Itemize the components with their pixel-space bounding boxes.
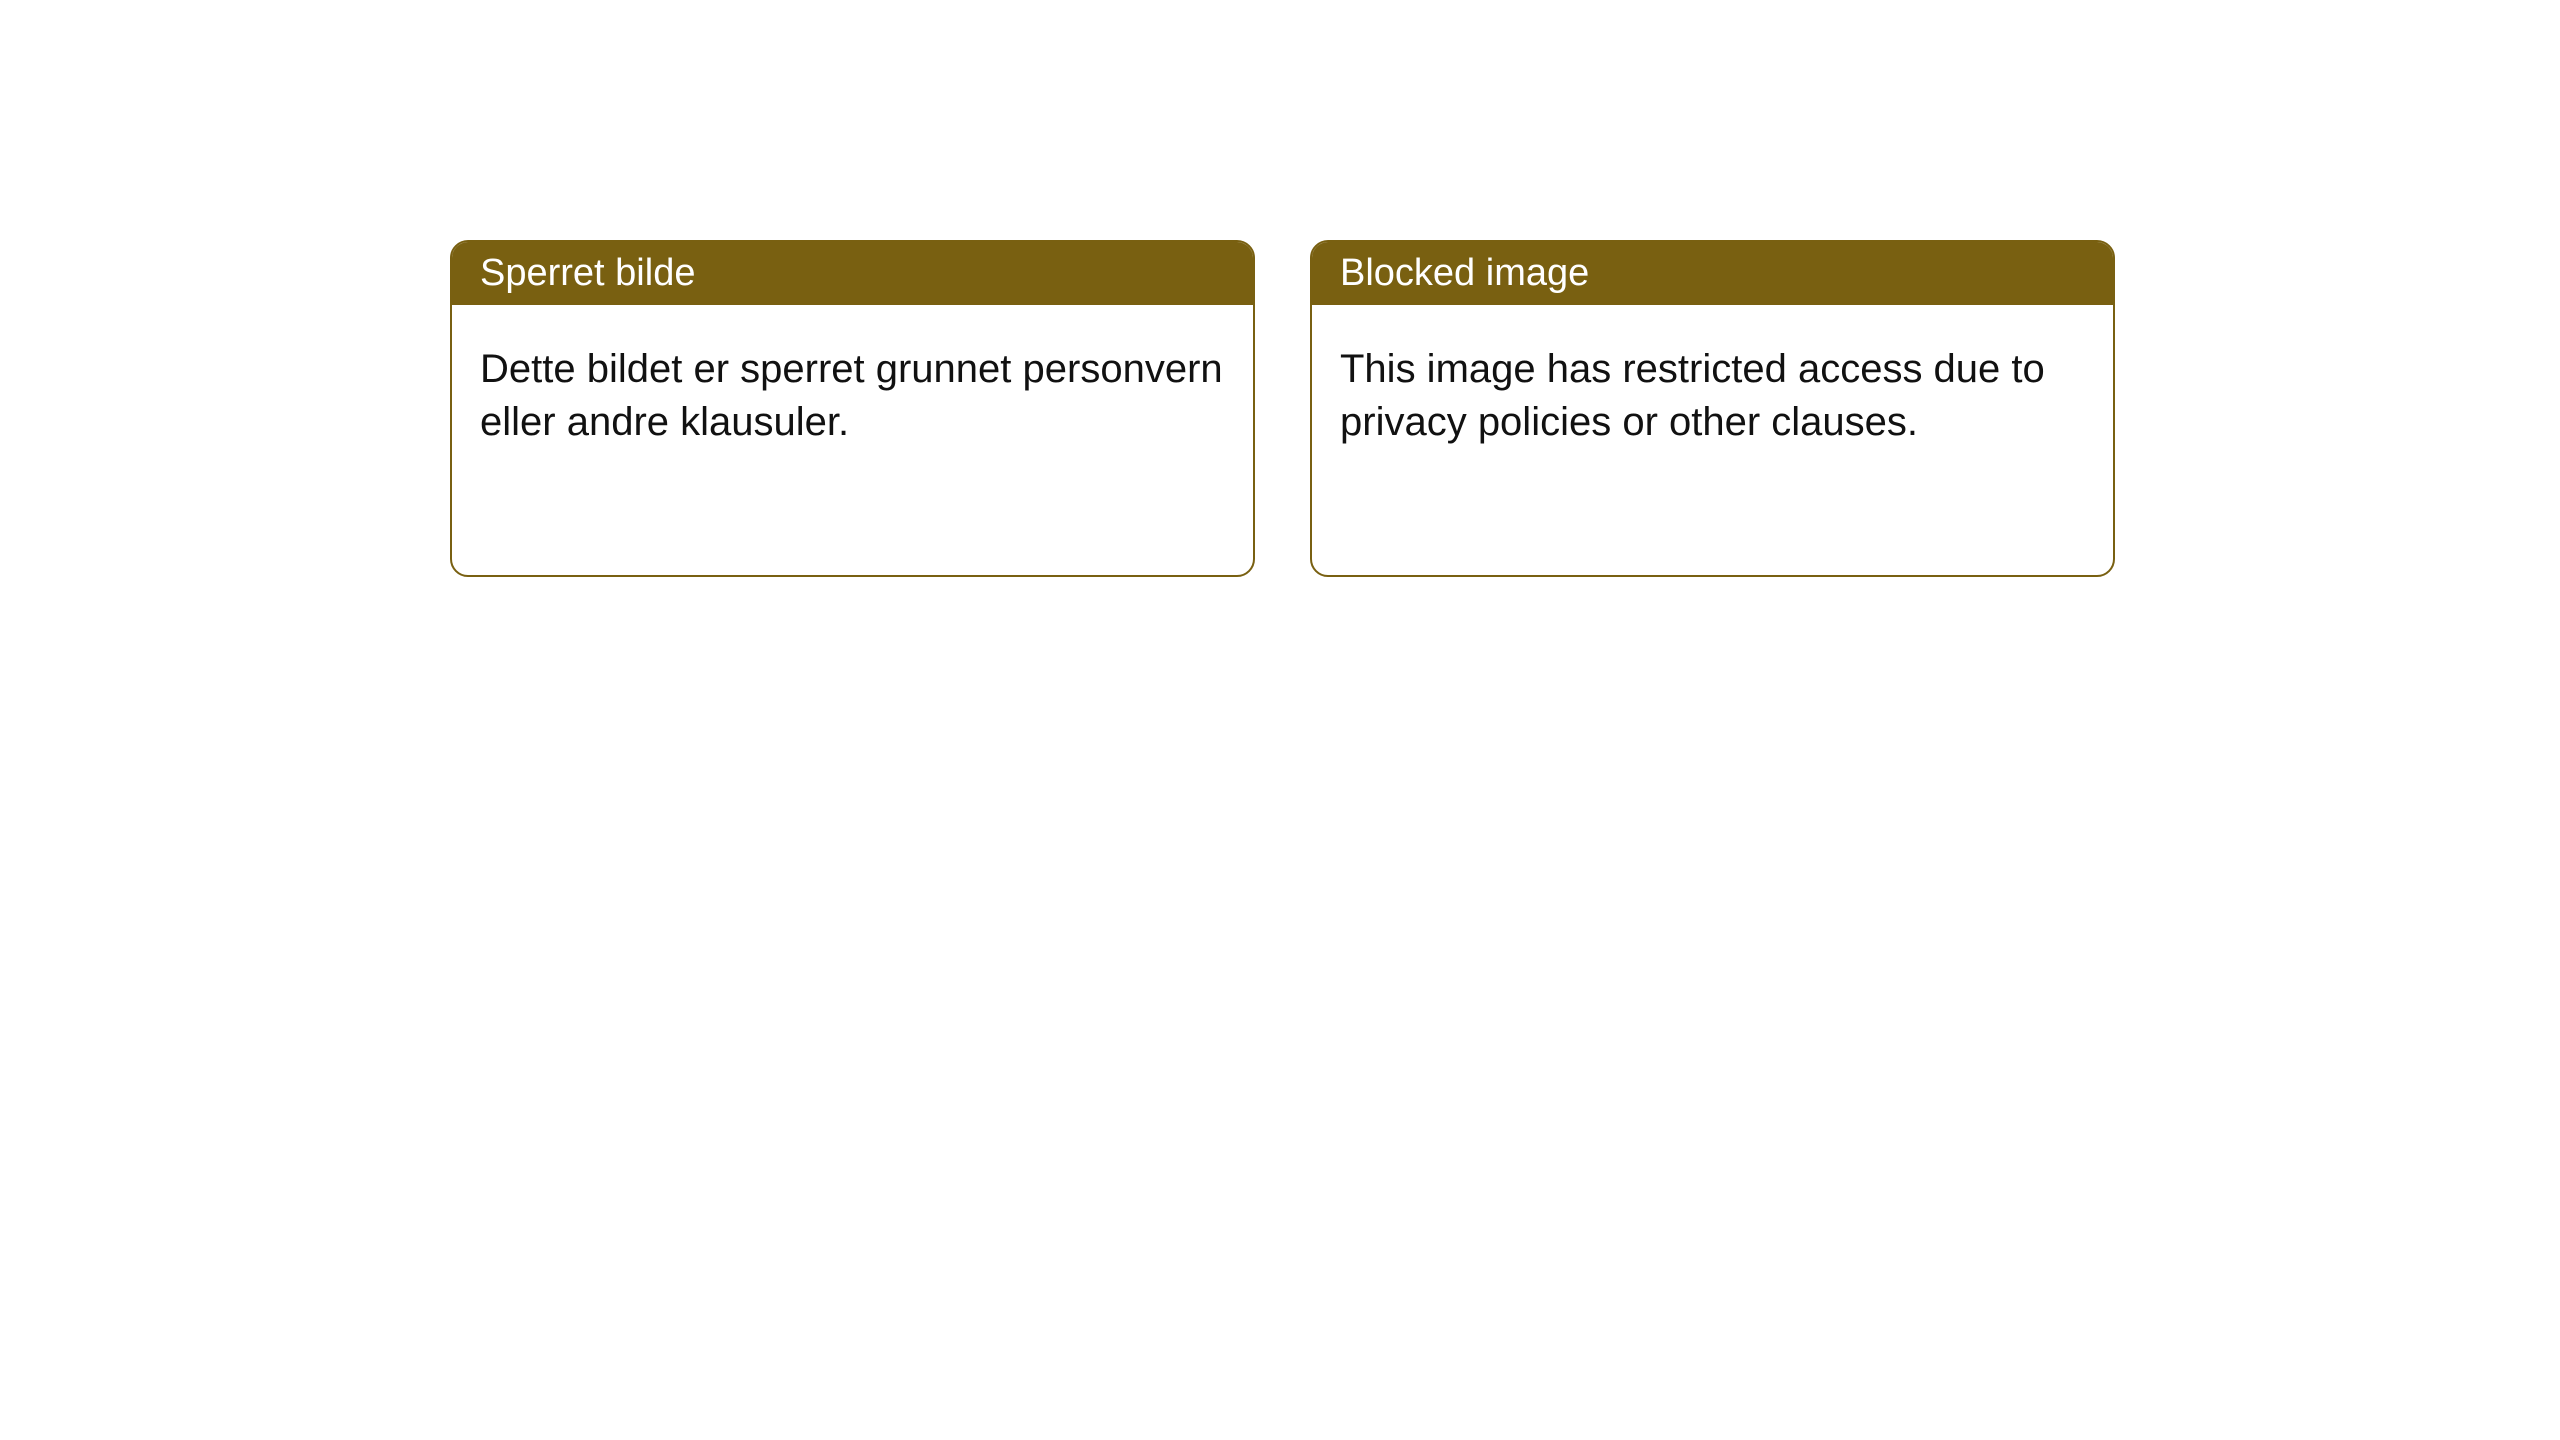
notice-card-no: Sperret bilde Dette bildet er sperret gr… <box>450 240 1255 577</box>
notice-header: Sperret bilde <box>452 242 1253 305</box>
notice-text: This image has restricted access due to … <box>1340 347 2045 444</box>
notice-header: Blocked image <box>1312 242 2113 305</box>
notice-card-en: Blocked image This image has restricted … <box>1310 240 2115 577</box>
notice-title: Blocked image <box>1340 252 1589 294</box>
notice-container: Sperret bilde Dette bildet er sperret gr… <box>0 0 2560 577</box>
notice-title: Sperret bilde <box>480 252 695 294</box>
notice-body: Dette bildet er sperret grunnet personve… <box>452 305 1253 575</box>
notice-text: Dette bildet er sperret grunnet personve… <box>480 347 1223 444</box>
notice-body: This image has restricted access due to … <box>1312 305 2113 575</box>
